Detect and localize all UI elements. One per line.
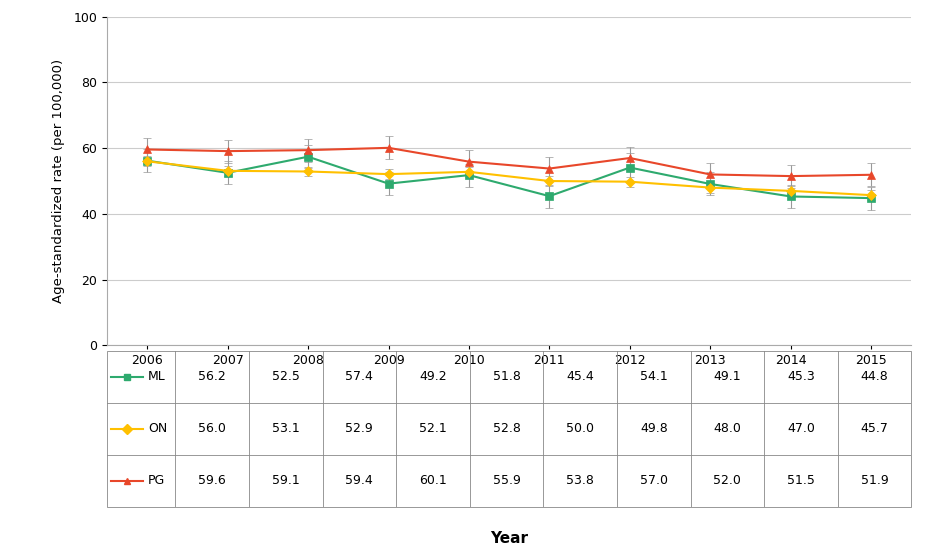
- Text: 52.5: 52.5: [272, 370, 299, 383]
- Text: 47.0: 47.0: [787, 422, 815, 436]
- Text: 52.0: 52.0: [713, 475, 741, 487]
- Y-axis label: Age-standardized rate (per 100,000): Age-standardized rate (per 100,000): [52, 59, 65, 303]
- Text: 45.7: 45.7: [860, 422, 888, 436]
- Text: 56.0: 56.0: [198, 422, 226, 436]
- Text: 48.0: 48.0: [713, 422, 741, 436]
- Text: ON: ON: [148, 422, 167, 436]
- Text: 59.6: 59.6: [198, 475, 226, 487]
- Text: 54.1: 54.1: [640, 370, 668, 383]
- Text: 49.2: 49.2: [419, 370, 446, 383]
- Text: 56.2: 56.2: [198, 370, 226, 383]
- Text: 44.8: 44.8: [861, 370, 888, 383]
- Text: 51.5: 51.5: [787, 475, 815, 487]
- Text: 53.1: 53.1: [272, 422, 299, 436]
- Text: 60.1: 60.1: [419, 475, 446, 487]
- Text: 50.0: 50.0: [566, 422, 594, 436]
- Text: 49.8: 49.8: [640, 422, 668, 436]
- Text: 52.1: 52.1: [419, 422, 446, 436]
- Text: 57.0: 57.0: [640, 475, 668, 487]
- Text: 55.9: 55.9: [493, 475, 521, 487]
- Text: Year: Year: [490, 531, 528, 546]
- Text: 51.9: 51.9: [861, 475, 888, 487]
- Text: PG: PG: [148, 475, 166, 487]
- Text: 45.3: 45.3: [787, 370, 815, 383]
- Text: 57.4: 57.4: [345, 370, 373, 383]
- Text: 49.1: 49.1: [713, 370, 741, 383]
- Text: 53.8: 53.8: [566, 475, 594, 487]
- Text: 52.9: 52.9: [345, 422, 373, 436]
- Text: 59.1: 59.1: [272, 475, 299, 487]
- Text: ML: ML: [148, 370, 166, 383]
- Text: 52.8: 52.8: [493, 422, 521, 436]
- Text: 59.4: 59.4: [345, 475, 373, 487]
- Text: 51.8: 51.8: [493, 370, 521, 383]
- Text: 45.4: 45.4: [566, 370, 594, 383]
